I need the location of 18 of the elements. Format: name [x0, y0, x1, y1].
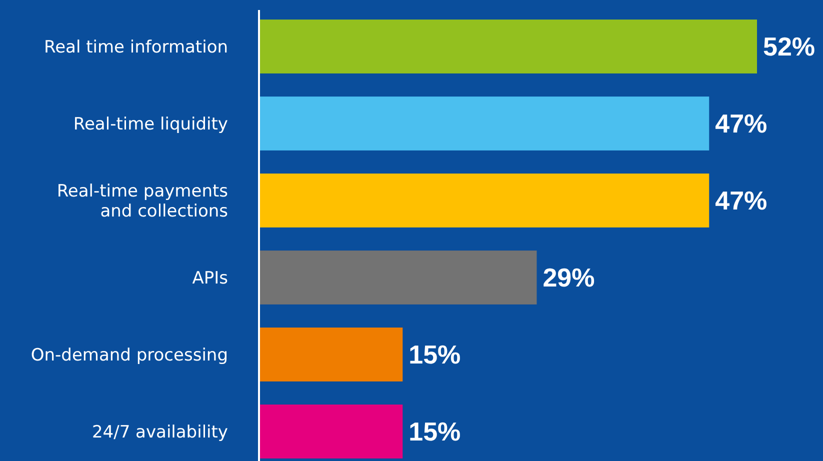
data-label: 47%	[715, 186, 768, 216]
bar	[259, 404, 403, 458]
y-tick-label: APIs	[192, 268, 228, 288]
y-tick-label: Real-time payments and collections	[56, 181, 228, 222]
y-tick-label: Real time information	[44, 37, 228, 58]
bar	[259, 250, 537, 304]
bar	[259, 328, 403, 382]
bar	[259, 96, 710, 150]
data-label: 47%	[715, 108, 768, 139]
bar	[259, 174, 710, 228]
data-label: 15%	[408, 340, 461, 370]
bar	[259, 20, 757, 74]
y-tick-label: On-demand processing	[30, 345, 228, 366]
data-label: 29%	[542, 262, 595, 293]
y-tick-label: Real-time liquidity	[73, 114, 228, 134]
y-tick-label: 24/7 availability	[92, 422, 228, 442]
data-label: 52%	[763, 32, 816, 62]
data-label: 15%	[408, 416, 461, 447]
